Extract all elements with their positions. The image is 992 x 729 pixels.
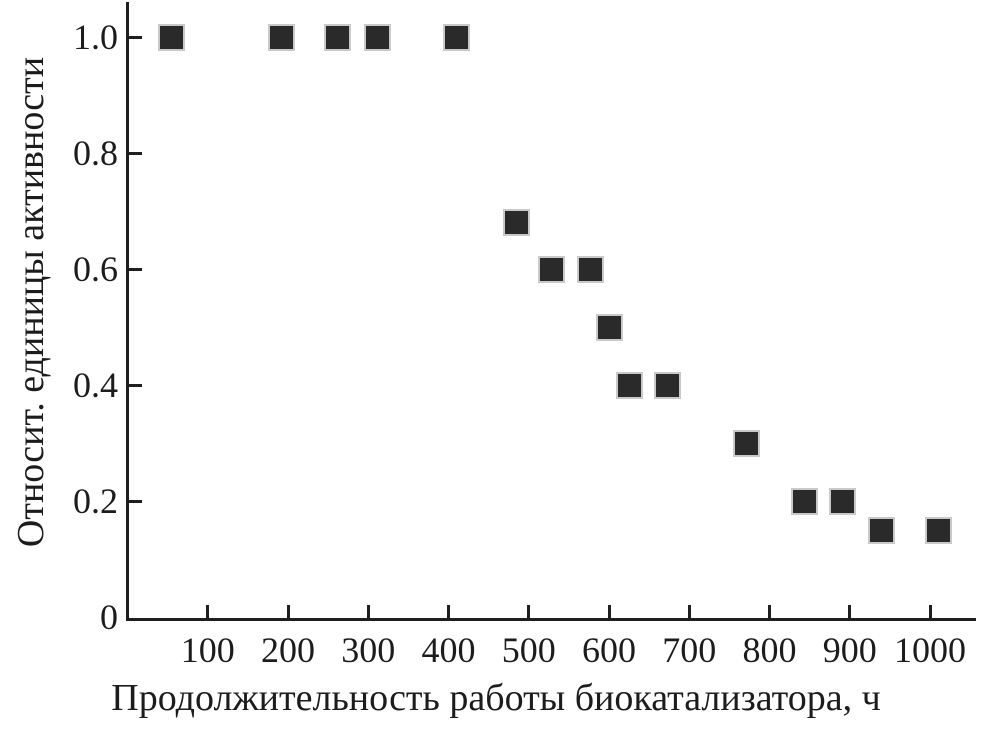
x-tick-label: 600: [582, 630, 636, 670]
data-point-marker: [324, 23, 352, 51]
y-tick-label: 0.8: [73, 133, 118, 173]
y-tick: [129, 499, 142, 503]
x-tick: [928, 605, 932, 618]
x-tick-label: 500: [501, 630, 556, 670]
x-axis-line: [126, 618, 976, 621]
data-point-marker: [925, 516, 953, 544]
y-axis-line: [126, 2, 129, 621]
data-point-marker: [732, 429, 760, 457]
data-point-marker: [790, 487, 818, 515]
x-tick: [687, 605, 691, 618]
x-tick: [447, 605, 450, 618]
y-tick-label: 0.4: [73, 365, 118, 405]
x-tick-label: 200: [261, 630, 315, 670]
y-axis-title: Относит. единицы активности: [10, 56, 52, 548]
x-tick-label: 700: [662, 630, 717, 670]
y-tick: [129, 267, 142, 271]
data-point-marker: [503, 209, 531, 237]
data-point-marker: [829, 487, 857, 515]
x-tick-label: 800: [742, 630, 797, 670]
x-tick: [768, 605, 771, 618]
x-tick-label: 900: [822, 630, 877, 670]
data-point-marker: [364, 23, 392, 51]
x-tick: [848, 605, 852, 618]
x-tick: [527, 605, 531, 618]
x-tick: [607, 605, 611, 618]
x-axis-title: Продолжительность работы биокатализатора…: [111, 677, 881, 719]
x-tick: [366, 605, 370, 618]
data-point-marker: [537, 255, 565, 283]
data-point-marker: [577, 255, 605, 283]
y-tick: [129, 151, 142, 155]
x-tick-label: 400: [421, 630, 476, 670]
data-point-marker: [616, 371, 644, 399]
x-tick-label: 300: [341, 630, 396, 670]
x-tick: [286, 605, 290, 618]
y-tick-label: 0.2: [73, 481, 118, 521]
y-tick-label: 0: [100, 597, 118, 637]
x-tick-label: 100: [180, 630, 235, 670]
y-tick: [129, 383, 142, 387]
data-point-marker: [654, 371, 682, 399]
data-point-marker: [268, 23, 296, 51]
y-tick-label: 1.0: [73, 17, 118, 57]
data-point-marker: [158, 23, 186, 51]
x-tick: [206, 605, 210, 618]
data-point-marker: [595, 313, 623, 341]
x-tick-label: 1000: [894, 630, 966, 670]
y-tick: [129, 35, 142, 39]
y-tick-label: 0.6: [73, 249, 118, 289]
data-point-marker: [443, 23, 471, 51]
data-point-marker: [867, 516, 895, 544]
